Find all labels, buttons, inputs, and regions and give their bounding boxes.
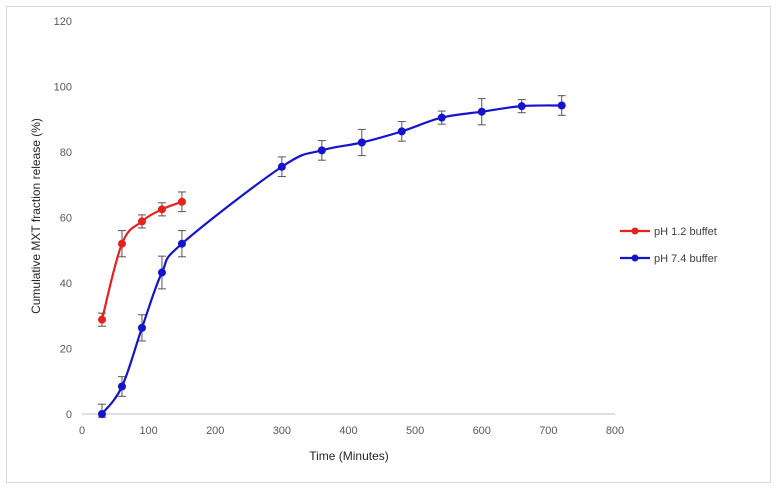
series-layer <box>97 95 566 418</box>
x-tick-label: 200 <box>206 425 224 437</box>
data-point <box>477 107 486 116</box>
y-tick-label: 40 <box>60 278 72 290</box>
y-tick-label: 100 <box>54 82 72 94</box>
data-point <box>277 162 286 171</box>
x-tick-label: 400 <box>339 425 357 437</box>
y-tick-label: 80 <box>60 147 72 159</box>
data-point <box>557 101 566 110</box>
y-axis-title: Cumulative MXT fraction release (%) <box>29 118 43 314</box>
data-point <box>137 217 146 226</box>
x-tick-label: 300 <box>273 425 291 437</box>
legend-swatch-marker <box>631 254 639 262</box>
data-point <box>357 138 366 147</box>
x-tick-label: 700 <box>539 425 557 437</box>
y-tick-label: 0 <box>66 409 72 421</box>
chart-frame <box>6 6 771 483</box>
legend-label: pH 7.4 buffer <box>654 253 718 265</box>
data-point <box>97 315 106 324</box>
data-point <box>157 268 166 277</box>
x-tick-label: 800 <box>606 425 624 437</box>
legend: pH 1.2 buffet pH 7.4 buffer <box>620 226 718 265</box>
y-tick-label: 20 <box>60 344 72 356</box>
legend-item: pH 7.4 buffer <box>620 253 718 265</box>
data-point <box>437 113 446 122</box>
series-line <box>101 104 562 415</box>
x-tick-label: 100 <box>139 425 157 437</box>
series-2 <box>97 95 566 418</box>
data-point <box>117 239 126 248</box>
data-point <box>137 323 146 332</box>
ticks-layer: 0 100 200 300 400 500 600 700 800 0 20 40 60 80 100 120 <box>54 16 625 437</box>
data-point <box>157 205 166 214</box>
legend-swatch-marker <box>631 227 639 235</box>
data-point <box>117 382 126 391</box>
legend-label: pH 1.2 buffet <box>654 226 717 238</box>
y-tick-label: 120 <box>54 16 72 28</box>
x-tick-label: 500 <box>406 425 424 437</box>
legend-item: pH 1.2 buffet <box>620 226 717 238</box>
x-axis-title: Time (Minutes) <box>309 449 389 463</box>
data-point <box>317 146 326 155</box>
data-point <box>177 197 186 206</box>
series-1 <box>97 191 186 327</box>
y-tick-label: 60 <box>60 213 72 225</box>
x-tick-label: 0 <box>79 425 85 437</box>
x-tick-label: 600 <box>473 425 491 437</box>
data-point <box>397 127 406 136</box>
data-point <box>97 410 106 418</box>
data-point <box>177 239 186 248</box>
data-point <box>517 102 526 111</box>
